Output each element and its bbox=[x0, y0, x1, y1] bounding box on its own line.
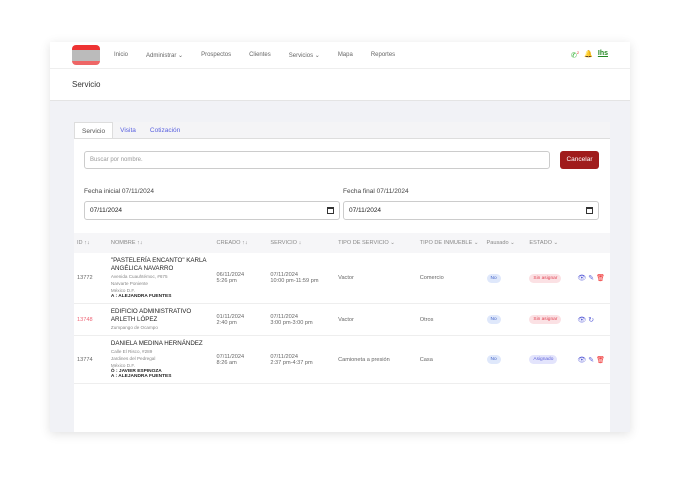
created-date: 06/11/2024 bbox=[216, 272, 245, 278]
service-time: 2:37 pm-4:37 pm bbox=[270, 359, 313, 366]
status-badge: Asignado bbox=[529, 355, 558, 364]
delete-icon[interactable]: 🗑 bbox=[596, 356, 605, 364]
service-type: Camioneta a presión bbox=[335, 335, 417, 384]
property-type: Casa bbox=[416, 335, 484, 384]
technician: A : ALEJANDRA FUENTES bbox=[110, 294, 172, 299]
service-time: 10:00 pm-11:59 pm bbox=[270, 278, 319, 284]
property-type: Comercio bbox=[416, 253, 484, 304]
row-id[interactable]: 13772 bbox=[74, 253, 108, 304]
paused-badge: No bbox=[486, 355, 501, 364]
service-type: Vactor bbox=[335, 303, 417, 336]
column-header[interactable]: TIPO DE SERVICIO ⌄ bbox=[335, 233, 417, 253]
nav-prospectos[interactable]: Prospectos bbox=[201, 52, 232, 58]
technician: A : ALEJANDRA FUENTES bbox=[110, 374, 172, 379]
fecha-inicial-label: Fecha inicial 07/11/2024 bbox=[84, 188, 154, 195]
created-time: 5:26 pm bbox=[216, 278, 237, 284]
column-header[interactable]: Pausado ⌄ bbox=[483, 233, 527, 253]
client-address: Avenida Cuauhtémoc, #675 bbox=[110, 274, 168, 279]
status-badge: Sin asignar bbox=[529, 315, 562, 324]
view-icon[interactable]: 👁 bbox=[577, 316, 587, 324]
technician: Ó : JAVIER ESPINOZA bbox=[110, 369, 162, 374]
column-header[interactable]: NOMBRE ↑↓ bbox=[107, 233, 214, 253]
nav-administrar[interactable]: Administrar ⌄ bbox=[146, 52, 184, 59]
column-header[interactable]: CREADO ↑↓ bbox=[213, 233, 268, 253]
service-date: 07/11/2024 bbox=[270, 313, 298, 320]
status-badge: Sin asignar bbox=[529, 273, 562, 283]
services-table: ID ↑↓ NOMBRE ↑↓ CREADO ↑↓ SERVICIO ↓ TIPO DE… bbox=[74, 233, 610, 384]
nav-mapa[interactable]: Mapa bbox=[337, 52, 353, 58]
table-row[interactable]: 13748 EDIFICIO ADMINISTRATIVO ARLETH LÓPE… bbox=[74, 303, 610, 336]
service-type: Vactor bbox=[335, 253, 417, 304]
column-header[interactable]: SERVICIO ↓ bbox=[267, 233, 336, 253]
logo[interactable] bbox=[72, 45, 100, 65]
app-window: Inicio Administrar ⌄ Prospectos Clientes… bbox=[50, 42, 630, 432]
client-address: México D.F. bbox=[110, 288, 135, 293]
client-name: EDIFICIO ADMINISTRATIVO ARLETH LÓPEZ bbox=[110, 308, 192, 323]
view-icon[interactable]: 👁 bbox=[577, 275, 587, 282]
tab-cotizacion[interactable]: Cotización bbox=[149, 127, 181, 134]
column-header-actions bbox=[574, 233, 610, 253]
fecha-inicial-input[interactable]: 07/11/2024 bbox=[84, 201, 340, 220]
created-date: 01/11/2024 bbox=[216, 313, 245, 320]
client-address: Narvarte Poniente bbox=[110, 281, 148, 286]
column-header[interactable]: TIPO DE INMUEBLE ⌄ bbox=[416, 233, 484, 253]
client-name: "PASTELERÍA ENCANTO" KARLA ANGÉLICA NAVA… bbox=[110, 257, 207, 272]
search-input[interactable]: Buscar por nombre. bbox=[84, 151, 550, 169]
paused-badge: No bbox=[486, 315, 501, 324]
nav-clientes[interactable]: Clientes bbox=[249, 52, 271, 58]
calendar-icon[interactable] bbox=[327, 207, 334, 214]
page-title: Servicio bbox=[50, 69, 630, 101]
edit-icon[interactable]: ✎ bbox=[588, 356, 595, 364]
table-row[interactable]: 13774 DANIELA MEDINA HERNÁNDEZ Calle El Ri… bbox=[74, 335, 610, 384]
cancel-button[interactable]: Cancelar bbox=[560, 151, 599, 169]
row-id[interactable]: 13774 bbox=[74, 335, 108, 384]
fecha-final-label: Fecha final 07/11/2024 bbox=[343, 188, 409, 195]
nav-servicios[interactable]: Servicios ⌄ bbox=[288, 52, 320, 59]
bell-icon[interactable]: 🔔 bbox=[584, 51, 593, 59]
paused-badge: No bbox=[486, 273, 501, 283]
client-address: México D.F. bbox=[110, 363, 135, 368]
property-type: Otros bbox=[416, 303, 484, 336]
whatsapp-icon[interactable]: ✆2 bbox=[571, 50, 580, 60]
tab-servicio[interactable]: Servicio bbox=[74, 122, 114, 138]
row-id[interactable]: 13748 bbox=[74, 303, 108, 336]
created-time: 2:40 pm bbox=[216, 319, 237, 326]
created-date: 07/11/2024 bbox=[216, 353, 245, 360]
view-icon[interactable]: 👁 bbox=[577, 356, 587, 364]
client-address: Calle El Risco, #289 bbox=[110, 349, 153, 354]
brand-logo[interactable]: Ihs bbox=[597, 50, 608, 58]
client-address: Zumpango de Ocampo bbox=[110, 325, 158, 330]
service-card: Servicio Visita Cotización Buscar por no… bbox=[74, 122, 610, 432]
column-header[interactable]: ESTADO ⌄ bbox=[526, 233, 575, 253]
nav-reportes[interactable]: Reportes bbox=[370, 52, 396, 58]
created-time: 8:26 am bbox=[216, 359, 237, 366]
fecha-final-value: 07/11/2024 bbox=[349, 207, 382, 214]
delete-icon[interactable]: 🗑 bbox=[596, 275, 605, 282]
service-time: 3:00 pm-3:00 pm bbox=[270, 319, 313, 326]
tab-visita[interactable]: Visita bbox=[120, 127, 136, 134]
refresh-icon[interactable]: ↻ bbox=[588, 316, 595, 324]
client-name: DANIELA MEDINA HERNÁNDEZ bbox=[110, 340, 203, 347]
nav-inicio[interactable]: Inicio bbox=[114, 52, 129, 58]
fecha-final-input[interactable]: 07/11/2024 bbox=[343, 201, 599, 220]
top-nav: Inicio Administrar ⌄ Prospectos Clientes… bbox=[50, 42, 630, 69]
service-date: 07/11/2024 bbox=[270, 353, 298, 360]
calendar-icon[interactable] bbox=[586, 207, 593, 214]
column-header[interactable]: ID ↑↓ bbox=[74, 233, 108, 253]
client-address: Jardines del Pedregal bbox=[110, 356, 156, 361]
table-row[interactable]: 13772 "PASTELERÍA ENCANTO" KARLA ANGÉLICA… bbox=[74, 253, 610, 304]
edit-icon[interactable]: ✎ bbox=[588, 275, 595, 282]
notification-badge: 2 bbox=[576, 50, 580, 56]
fecha-inicial-value: 07/11/2024 bbox=[90, 207, 123, 214]
service-date: 07/11/2024 bbox=[270, 272, 298, 278]
